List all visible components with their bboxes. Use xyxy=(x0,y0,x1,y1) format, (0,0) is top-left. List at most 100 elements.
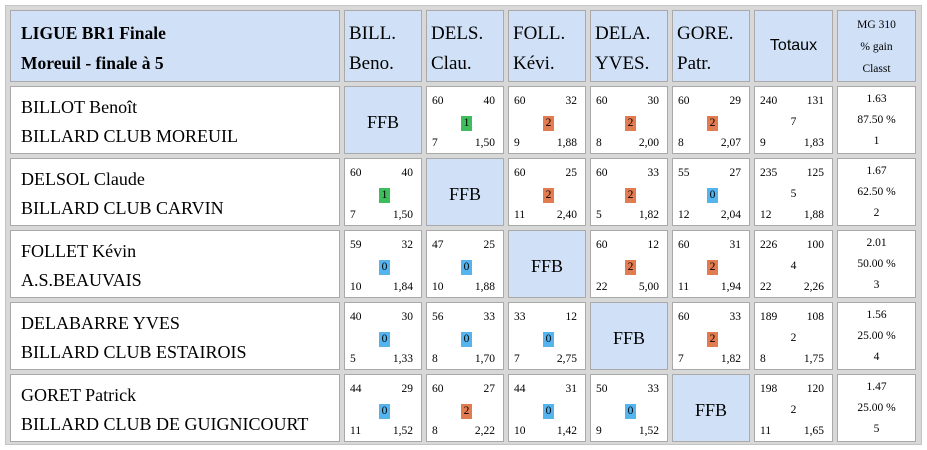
match-result-badge: 0 xyxy=(625,404,636,419)
match-innings: 30 xyxy=(647,95,660,107)
column-header-line1: DELA. xyxy=(595,23,651,44)
gain-percent: 50.00 % xyxy=(857,258,896,270)
mg-cell: 2.01 50.00 % 3 xyxy=(837,230,916,298)
column-header-line1: GORE. xyxy=(677,23,734,44)
total-innings: 125 xyxy=(806,167,824,179)
totals-cell: 226 100 4 22 2,26 xyxy=(754,230,833,298)
match-cell: 60 27 2 8 2,22 xyxy=(426,374,504,442)
match-average: 1,70 xyxy=(474,353,495,365)
totals-cell: 240 131 7 9 1,83 xyxy=(754,86,833,154)
mg-cell: 1.67 62.50 % 2 xyxy=(837,158,916,226)
match-points: 60 xyxy=(678,239,690,251)
total-match-points: 2 xyxy=(790,404,797,416)
total-points: 226 xyxy=(760,239,778,251)
total-high-run: 22 xyxy=(760,281,772,293)
mg-cell: 1.47 25.00 % 5 xyxy=(837,374,916,442)
mg-header-line2: % gain xyxy=(860,41,893,53)
player-club: BILLARD CLUB DE GUIGNICOURT xyxy=(21,414,309,434)
match-cell: 60 30 2 8 2,00 xyxy=(590,86,668,154)
mg-header: MG 310 % gain Classt xyxy=(837,10,916,82)
match-points: 60 xyxy=(514,167,526,179)
total-match-points: 5 xyxy=(790,188,797,200)
player-name: FOLLET Kévin xyxy=(21,241,137,261)
column-header-dels: DELS. Clau. xyxy=(426,10,504,82)
match-result-badge: 2 xyxy=(461,404,472,419)
match-result-badge: 0 xyxy=(461,260,472,275)
match-high-run: 7 xyxy=(678,353,684,365)
match-cell: 60 33 2 7 1,82 xyxy=(672,302,750,370)
mg-header-line3: Classt xyxy=(862,63,891,75)
player-name: GORET Patrick xyxy=(21,385,137,405)
match-average: 1,42 xyxy=(556,425,577,437)
total-average: 1,75 xyxy=(803,353,824,365)
match-innings: 33 xyxy=(647,167,660,179)
match-average: 2,00 xyxy=(638,137,659,149)
match-points: 60 xyxy=(678,95,690,107)
match-high-run: 9 xyxy=(514,137,520,149)
results-table: LIGUE BR1 Finale Moreuil - finale à 5 BI… xyxy=(5,5,922,445)
ranking: 4 xyxy=(873,351,880,363)
match-cell: 59 32 0 10 1,84 xyxy=(344,230,422,298)
total-match-points: 7 xyxy=(790,116,797,128)
match-innings: 40 xyxy=(483,95,496,107)
match-high-run: 5 xyxy=(350,353,356,365)
match-average: 1,82 xyxy=(720,353,741,365)
match-average: 1,84 xyxy=(392,281,413,293)
match-result-badge: 2 xyxy=(625,260,636,275)
column-header-line1: DELS. xyxy=(431,23,484,44)
player-name: BILLOT Benoît xyxy=(21,97,138,117)
match-points: 60 xyxy=(678,311,690,323)
match-high-run: 8 xyxy=(596,137,602,149)
mg-value: 1.47 xyxy=(866,381,887,393)
match-innings: 25 xyxy=(483,239,496,251)
total-points: 235 xyxy=(760,167,778,179)
match-high-run: 11 xyxy=(678,281,690,293)
match-cell: 50 33 0 9 1,52 xyxy=(590,374,668,442)
match-result-badge: 0 xyxy=(707,188,718,203)
match-average: 1,82 xyxy=(638,209,659,221)
match-innings: 40 xyxy=(401,167,414,179)
mg-header-line1: MG 310 xyxy=(857,19,896,31)
total-average: 1,83 xyxy=(803,137,824,149)
match-innings: 29 xyxy=(401,383,414,395)
match-innings: 31 xyxy=(565,383,578,395)
totals-cell: 189 108 2 8 1,75 xyxy=(754,302,833,370)
match-result-badge: 2 xyxy=(707,260,718,275)
ffb-label: FFB xyxy=(612,328,646,348)
match-innings: 27 xyxy=(729,167,742,179)
player-name-cell: GORET Patrick BILLARD CLUB DE GUIGNICOURT xyxy=(10,374,340,442)
match-cell: 60 12 2 22 5,00 xyxy=(590,230,668,298)
match-average: 5,00 xyxy=(638,281,659,293)
match-high-run: 10 xyxy=(514,425,526,437)
match-cell: 40 30 0 5 1,33 xyxy=(344,302,422,370)
match-average: 1,88 xyxy=(556,137,577,149)
match-points: 56 xyxy=(432,311,444,323)
match-innings: 33 xyxy=(483,311,496,323)
total-average: 2,26 xyxy=(803,281,824,293)
match-points: 60 xyxy=(596,95,608,107)
match-average: 1,94 xyxy=(720,281,741,293)
mg-value: 2.01 xyxy=(866,237,887,249)
total-average: 1,65 xyxy=(803,425,824,437)
gain-percent: 62.50 % xyxy=(857,186,896,198)
player-club: BILLARD CLUB CARVIN xyxy=(21,198,224,218)
match-points: 44 xyxy=(350,383,362,395)
total-points: 189 xyxy=(760,311,778,323)
match-points: 47 xyxy=(432,239,444,251)
total-points: 198 xyxy=(760,383,778,395)
match-average: 2,75 xyxy=(556,353,577,365)
total-high-run: 12 xyxy=(760,209,772,221)
total-points: 240 xyxy=(760,95,778,107)
match-cell: 56 33 0 8 1,70 xyxy=(426,302,504,370)
match-high-run: 10 xyxy=(350,281,362,293)
match-innings: 27 xyxy=(483,383,496,395)
player-club: BILLARD CLUB MOREUIL xyxy=(21,126,238,146)
match-result-badge: 2 xyxy=(625,116,636,131)
gain-percent: 25.00 % xyxy=(857,402,896,414)
match-high-run: 5 xyxy=(596,209,602,221)
match-average: 2,07 xyxy=(720,137,741,149)
column-header-line2: Clau. xyxy=(431,53,472,74)
match-result-badge: 0 xyxy=(379,404,390,419)
match-high-run: 11 xyxy=(350,425,362,437)
match-points: 60 xyxy=(514,95,526,107)
